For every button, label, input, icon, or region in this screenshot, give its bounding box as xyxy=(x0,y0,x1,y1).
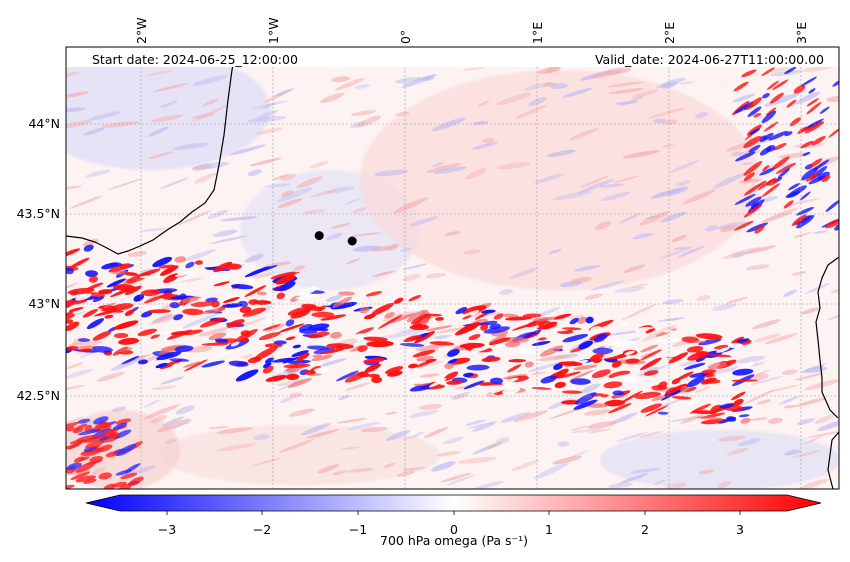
omega-streak xyxy=(693,341,706,343)
lon-tick-label: 3°E xyxy=(794,22,809,44)
valid-date-label: Valid_date: 2024-06-27T11:00:00.00 xyxy=(595,52,824,67)
colorbar-tick-label: −3 xyxy=(158,522,176,537)
colorbar-tick-label: −2 xyxy=(253,522,271,537)
lon-tick-label: 1°E xyxy=(530,22,545,44)
lon-tick-label: 1°W xyxy=(266,17,281,44)
lon-tick-label: 0° xyxy=(398,30,413,44)
start-date-label: Start date: 2024-06-25_12:00:00 xyxy=(92,52,298,67)
lon-tick-label: 2°W xyxy=(134,17,149,44)
omega-streak xyxy=(651,385,667,391)
map-figure: Start date: 2024-06-25_12:00:00 Valid_da… xyxy=(0,0,850,562)
colorbar-tick-label: 3 xyxy=(736,522,744,537)
lat-tick-label: 43.5°N xyxy=(17,206,60,221)
colorbar-label: 700 hPa omega (Pa s⁻¹) xyxy=(380,533,528,548)
colorbar-bar xyxy=(86,495,821,511)
longitude-ticks: 2°W 1°W 0° 1°E 2°E 3°E xyxy=(134,17,809,44)
omega-streak xyxy=(274,340,287,344)
lat-tick-label: 42.5°N xyxy=(17,388,60,403)
colorbar-tick-label: 2 xyxy=(641,522,649,537)
colorbar-tick-label: 1 xyxy=(545,522,553,537)
lat-tick-label: 44°N xyxy=(28,116,60,131)
station-marker xyxy=(348,237,357,246)
map-plot-area: Start date: 2024-06-25_12:00:00 Valid_da… xyxy=(30,47,850,492)
lat-tick-label: 43°N xyxy=(28,296,60,311)
station-marker xyxy=(315,231,324,240)
lon-tick-label: 2°E xyxy=(662,22,677,44)
latitude-ticks: 44°N 43.5°N 43°N 42.5°N xyxy=(17,116,60,403)
colorbar-tick-label: −1 xyxy=(349,522,367,537)
colorbar: −3 −2 −1 0 1 2 3 700 hPa omega (Pa s⁻¹) xyxy=(86,495,821,548)
